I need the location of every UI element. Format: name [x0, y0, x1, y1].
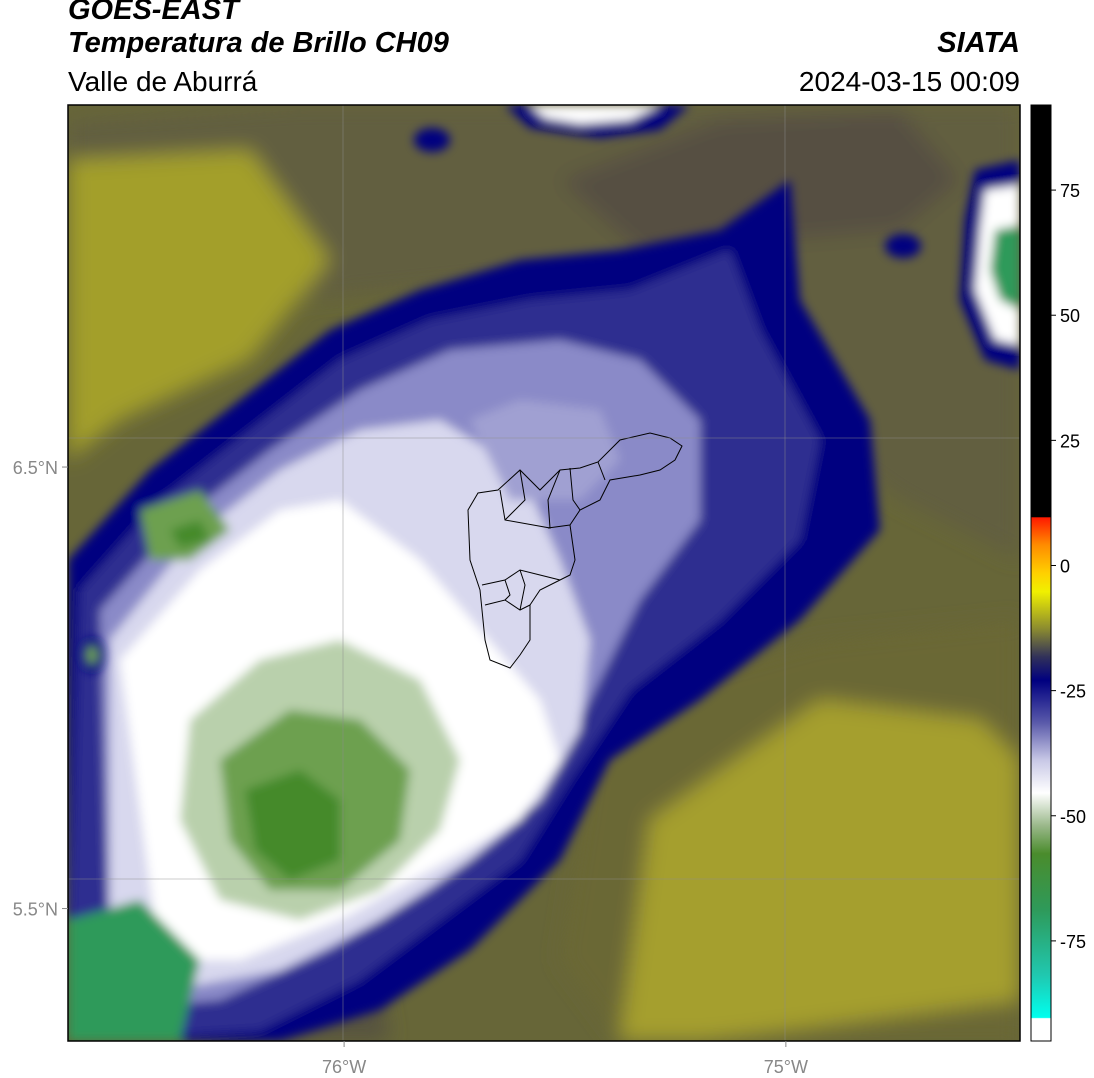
colorbar-tick-label: -25	[1060, 682, 1086, 702]
valle-de-aburra-outline	[467, 432, 683, 669]
colorbar-tick-label: 0	[1060, 556, 1070, 576]
lat-tick-label: 5.5°N	[13, 900, 58, 920]
longitude-ticks: 76°W 75°W	[322, 1041, 808, 1077]
product-title: Temperatura de Brillo CH09	[68, 27, 449, 59]
lat-tick-label: 6.5°N	[13, 458, 58, 478]
satellite-title: GOES-EAST	[68, 0, 239, 26]
agency-label: SIATA	[937, 27, 1020, 59]
colorbar-tick-label: -75	[1060, 932, 1086, 952]
colorbar-tick-label: 50	[1060, 306, 1080, 326]
colorbar-tick-label: -50	[1060, 807, 1086, 827]
colorbar: 75 50 25 0 -25 -50 -75	[1030, 104, 1086, 1042]
colorbar-tick-label: 75	[1060, 181, 1080, 201]
lon-tick-label: 75°W	[764, 1057, 808, 1077]
colorbar-gradient	[1030, 104, 1052, 1042]
datetime-label: 2024-03-15 00:09	[798, 66, 1020, 97]
region-subtitle: Valle de Aburrá	[68, 66, 258, 97]
map-frame	[67, 104, 1021, 1042]
colorbar-ticks: 75 50 25 0 -25 -50 -75	[1051, 181, 1086, 952]
graticule	[68, 105, 1020, 1041]
lon-tick-label: 76°W	[322, 1057, 366, 1077]
colorbar-tick-label: 25	[1060, 431, 1080, 451]
latitude-ticks: 6.5°N 5.5°N	[13, 458, 68, 920]
brightness-temperature-field	[68, 105, 1020, 1041]
